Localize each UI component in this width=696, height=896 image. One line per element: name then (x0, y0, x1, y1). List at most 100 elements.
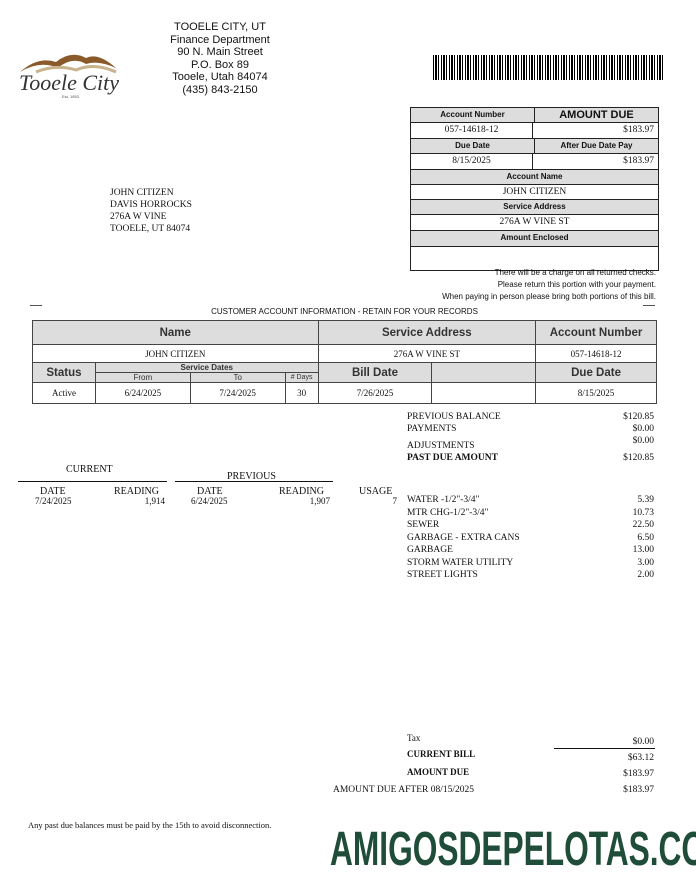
header-to: To (189, 372, 286, 383)
account-number-label: Account Number (411, 108, 534, 122)
amount-due-after-label: AMOUNT DUE AFTER 08/15/2025 (333, 785, 475, 795)
note-returned-checks: There will be a charge on all returned c… (494, 268, 656, 277)
header-name: Name (32, 320, 319, 345)
value-account-number: 057-14618-12 (535, 344, 657, 363)
charge-amount: 22.50 (632, 520, 654, 530)
amount-due-after: $183.97 (623, 785, 654, 795)
previous-reading-label: PREVIOUS (227, 471, 276, 482)
value-from: 6/24/2025 (94, 382, 191, 404)
past-due-label: PAST DUE AMOUNT (407, 453, 498, 463)
charge-amount: 10.73 (632, 507, 654, 518)
issuer-dept: Finance Department (170, 33, 270, 46)
charge-label: MTR CHG-1/2"-3/4" (407, 507, 489, 518)
header-status: Status (32, 362, 96, 383)
previous-date: 6/24/2025 (191, 496, 228, 506)
total-rule (554, 748, 655, 749)
charge-amount: 3.00 (637, 557, 654, 568)
value-service-address: 276A W VINE ST (317, 344, 537, 363)
svg-text:Tooele City: Tooele City (19, 70, 119, 95)
value-due-date: 8/15/2025 (535, 382, 657, 404)
header-bill-date: Bill Date (317, 362, 433, 383)
issuer-city: Tooele, Utah 84074 (172, 71, 268, 83)
tooele-city-logo: Tooele City Est. 1853 (16, 48, 122, 105)
header-service-address: Service Address (317, 320, 537, 345)
amount-enclosed-label: Amount Enclosed (411, 231, 658, 246)
note-return-portion: Please return this portion with your pay… (497, 280, 656, 289)
value-blank (431, 382, 537, 404)
payments-label: PAYMENTS (407, 424, 457, 434)
charge-amount: 2.00 (637, 570, 654, 580)
amount-due: $183.97 (532, 123, 658, 138)
issuer-name: TOOELE CITY, UT (174, 21, 266, 33)
adjustments: $0.00 (632, 436, 654, 446)
previous-reading: 1,907 (309, 496, 330, 506)
usage-header: USAGE (359, 486, 393, 497)
customer-info-title: CUSTOMER ACCOUNT INFORMATION - RETAIN FO… (211, 307, 478, 316)
customer-info-table: Name Service Address Account Number JOHN C… (32, 320, 657, 404)
current-date: 7/24/2025 (35, 496, 72, 506)
remittance-box: Account Number AMOUNT DUE 057-14618-12 $18… (410, 107, 659, 271)
charge-amount: 13.00 (632, 545, 654, 555)
amount-due-label: AMOUNT DUE (534, 108, 658, 122)
charge-label: STREET LIGHTS (407, 570, 478, 580)
previous-balance: $120.85 (623, 412, 654, 422)
current-bill: $63.12 (627, 753, 654, 763)
service-address-label: Service Address (411, 200, 658, 214)
after-due-amount: $183.97 (532, 154, 658, 169)
value-bill-date: 7/26/2025 (317, 382, 433, 404)
tear-line-right (643, 305, 655, 306)
amount-due-total: $183.97 (623, 769, 654, 779)
after-due-label: After Due Date Pay (534, 139, 658, 153)
note-in-person: When paying in person please bring both … (442, 292, 656, 301)
issuer-street: 90 N. Main Street (177, 46, 263, 58)
current-rule (18, 481, 167, 482)
header-service-dates: Service Dates (94, 362, 319, 373)
previous-rule (175, 481, 333, 482)
mailing-address: JOHN CITIZEN DAVIS HORROCKS 276A W VINE … (110, 187, 192, 235)
current-date-header: DATE (40, 486, 66, 497)
amount-enclosed-field[interactable] (411, 247, 658, 270)
watermark: AMIGOSDEPELOTAS.COM (330, 823, 696, 876)
charge-label: STORM WATER UTILITY (407, 557, 514, 568)
account-name-label: Account Name (411, 170, 658, 184)
disconnection-note: Any past due balances must be paid by th… (28, 820, 272, 830)
mailing-line: JOHN CITIZEN (110, 188, 174, 198)
header-account-number: Account Number (535, 320, 657, 345)
account-name: JOHN CITIZEN (502, 187, 567, 197)
previous-date-header: DATE (197, 486, 223, 497)
account-number: 057-14618-12 (444, 125, 499, 135)
charge-amount: 5.39 (637, 495, 654, 505)
value-name: JOHN CITIZEN (32, 344, 319, 363)
svg-text:Est. 1853: Est. 1853 (62, 94, 80, 99)
current-reading: 1,914 (144, 496, 165, 506)
due-date-label: Due Date (411, 139, 534, 153)
amount-due-total-label: AMOUNT DUE (407, 767, 470, 777)
issuer-address: TOOELE CITY, UT Finance Department 90 N.… (120, 21, 320, 96)
previous-balance-label: PREVIOUS BALANCE (407, 412, 501, 422)
current-reading-header: READING (114, 486, 159, 497)
due-date: 8/15/2025 (452, 156, 491, 166)
charge-label: SEWER (407, 520, 440, 530)
tax-label: Tax (407, 733, 421, 743)
charge-label: WATER -1/2"-3/4" (407, 495, 480, 505)
mailing-line: DAVIS HORROCKS (110, 200, 192, 210)
header-days: # Days (284, 372, 319, 383)
charge-label: GARBAGE - EXTRA CANS (407, 532, 520, 543)
charge-label: GARBAGE (407, 545, 453, 555)
payments: $0.00 (632, 424, 654, 434)
usage: 7 (392, 496, 398, 506)
past-due-amount: $120.85 (623, 453, 654, 463)
issuer-pobox: P.O. Box 89 (191, 58, 249, 71)
value-days: 30 (284, 382, 319, 404)
value-status: Active (32, 382, 96, 404)
value-to: 7/24/2025 (189, 382, 286, 404)
header-due-date: Due Date (535, 362, 657, 383)
current-bill-label: CURRENT BILL (407, 749, 476, 759)
adjustments-label: ADJUSTMENTS (407, 441, 475, 451)
mailing-line: TOOELE, UT 84074 (110, 224, 191, 234)
charge-amount: 6.50 (637, 532, 654, 543)
tax-amount: $0.00 (632, 737, 654, 747)
previous-reading-header: READING (279, 486, 324, 497)
issuer-phone: (435) 843-2150 (182, 83, 258, 96)
